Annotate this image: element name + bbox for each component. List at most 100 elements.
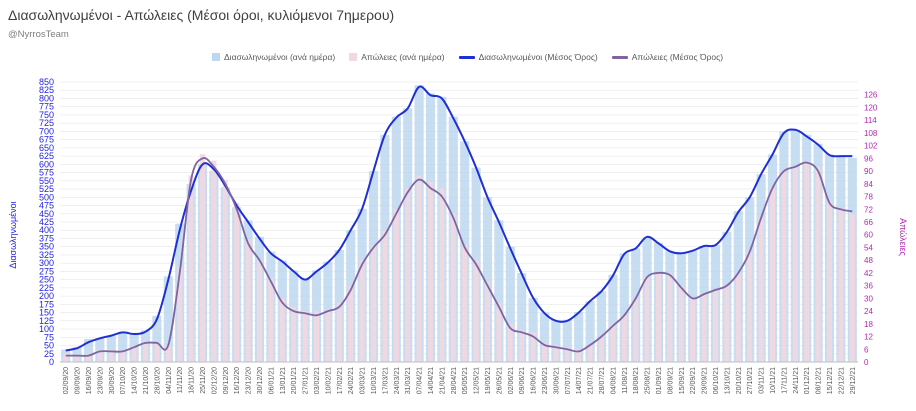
bar-deaths-daily	[644, 277, 650, 362]
bar-deaths-daily	[348, 285, 354, 362]
x-tick-label: 04/08/21	[610, 367, 617, 394]
y-tick-left-label: 25	[44, 349, 54, 359]
y-tick-left-label: 725	[39, 118, 54, 128]
y-tick-left-label: 700	[39, 126, 54, 136]
x-tick-label: 27/01/21	[303, 367, 310, 394]
bar-deaths-daily	[678, 285, 684, 362]
x-tick-label: 11/11/20	[177, 367, 184, 393]
bar-deaths-daily	[188, 175, 194, 362]
y-tick-left-label: 275	[39, 266, 54, 276]
y-tick-right-label: 78	[864, 193, 873, 202]
bar-intubated-daily	[585, 301, 595, 362]
bar-deaths-daily	[758, 217, 764, 362]
y-tick-left-label: 125	[39, 316, 54, 326]
y-tick-right-label: 6	[864, 345, 869, 354]
x-tick-label: 25/08/21	[645, 367, 652, 394]
x-tick-label: 03/02/21	[314, 367, 321, 394]
x-tick-label: 27/10/21	[747, 367, 754, 394]
bar-deaths-daily	[530, 332, 536, 362]
x-tick-label: 21/10/20	[143, 367, 150, 394]
bar-deaths-daily	[553, 345, 559, 362]
x-tick-label: 10/03/21	[371, 367, 378, 394]
x-tick-label: 14/07/21	[576, 367, 583, 394]
x-tick-label: 10/02/21	[325, 367, 332, 394]
y-tick-left-label: 775	[39, 102, 54, 112]
y-tick-right-label: 114	[864, 116, 877, 125]
y-tick-left-label: 100	[39, 324, 54, 334]
legend-swatch-intubated-daily	[212, 53, 220, 61]
legend-item-intubated-daily: Διασωληνωμένοι (ανά ημέρα)	[212, 52, 335, 62]
x-tick-label: 06/10/21	[713, 367, 720, 394]
y-tick-right-label: 120	[864, 103, 878, 112]
bar-intubated-daily	[163, 276, 173, 362]
y-tick-left-label: 500	[39, 192, 54, 202]
y-tick-left-label: 525	[39, 184, 54, 194]
bar-intubated-daily	[608, 274, 618, 362]
x-tick-label: 01/12/21	[804, 367, 811, 394]
y-tick-right-label: 66	[864, 218, 873, 227]
bar-deaths-daily	[838, 209, 844, 362]
x-tick-label: 17/02/21	[337, 367, 344, 394]
y-tick-left-label: 400	[39, 225, 54, 235]
bar-intubated-daily	[106, 335, 116, 362]
bar-deaths-daily	[63, 353, 69, 362]
y-tick-right-label: 30	[864, 294, 873, 303]
x-tick-label: 24/03/21	[394, 367, 401, 394]
y-tick-left-label: 0	[49, 357, 54, 367]
x-tick-label: 01/09/21	[656, 367, 663, 394]
x-tick-label: 15/09/21	[679, 367, 686, 394]
x-tick-label: 21/04/21	[439, 367, 446, 394]
y-tick-right-label: 12	[864, 333, 873, 342]
bar-deaths-daily	[108, 349, 114, 362]
bar-deaths-daily	[621, 315, 627, 362]
x-tick-label: 23/06/21	[542, 367, 549, 394]
bar-intubated-daily	[551, 319, 561, 362]
bar-deaths-daily	[610, 323, 616, 362]
x-tick-label: 09/09/20	[75, 367, 82, 394]
legend-swatch-deaths-avg	[611, 55, 628, 59]
x-tick-label: 23/12/20	[246, 367, 253, 394]
y-tick-right-label: 126	[864, 91, 878, 100]
y-tick-left-label: 800	[39, 93, 54, 103]
legend-item-intubated-avg: Διασωληνωμένοι (Μέσος Όρος)	[458, 52, 598, 62]
x-tick-label: 02/09/20	[63, 367, 70, 394]
y-tick-right-label: 0	[864, 358, 869, 367]
legend-item-deaths-daily: Απώλειες (ανά ημέρα)	[349, 52, 445, 62]
chart-title: Διασωληνωμένοι - Απώλειες (Μέσοι όροι, κ…	[8, 7, 395, 23]
bar-intubated-daily	[562, 319, 572, 362]
y-tick-left-label: 850	[39, 77, 54, 87]
x-tick-label: 05/05/21	[462, 367, 469, 394]
bar-deaths-daily	[222, 179, 228, 362]
x-tick-label: 15/12/21	[827, 367, 834, 394]
bar-intubated-daily	[83, 338, 94, 362]
bar-deaths-daily	[325, 308, 331, 362]
bar-deaths-daily	[313, 311, 320, 362]
bar-deaths-daily	[496, 302, 502, 362]
bar-deaths-daily	[598, 336, 605, 362]
bar-deaths-daily	[370, 245, 377, 362]
bar-deaths-daily	[416, 175, 422, 362]
x-tick-label: 30/06/21	[553, 367, 560, 394]
bar-intubated-daily	[517, 273, 527, 362]
legend-swatch-intubated-avg	[458, 55, 475, 59]
bar-deaths-daily	[268, 277, 274, 362]
legend-item-deaths-avg: Απώλειες (Μέσος Όρος)	[611, 52, 723, 62]
bar-intubated-daily	[482, 197, 493, 362]
bar-deaths-daily	[747, 251, 753, 362]
bar-deaths-daily	[97, 349, 103, 362]
bar-deaths-daily	[359, 260, 365, 362]
bar-intubated-daily	[619, 253, 629, 362]
bar-intubated-daily	[494, 220, 504, 362]
bar-deaths-daily	[667, 272, 673, 362]
line-intubated-avg	[65, 85, 853, 352]
bar-deaths-daily	[85, 353, 92, 362]
y-tick-right-label: 90	[864, 167, 873, 176]
bar-deaths-daily	[393, 209, 399, 362]
x-tick-label: 29/09/21	[702, 367, 709, 394]
bar-deaths-daily	[245, 238, 251, 362]
bar-deaths-daily	[701, 294, 707, 362]
bar-deaths-daily	[177, 266, 183, 362]
x-tick-label: 04/11/20	[166, 367, 173, 394]
bar-intubated-daily	[118, 331, 128, 362]
bar-deaths-daily	[450, 213, 456, 362]
